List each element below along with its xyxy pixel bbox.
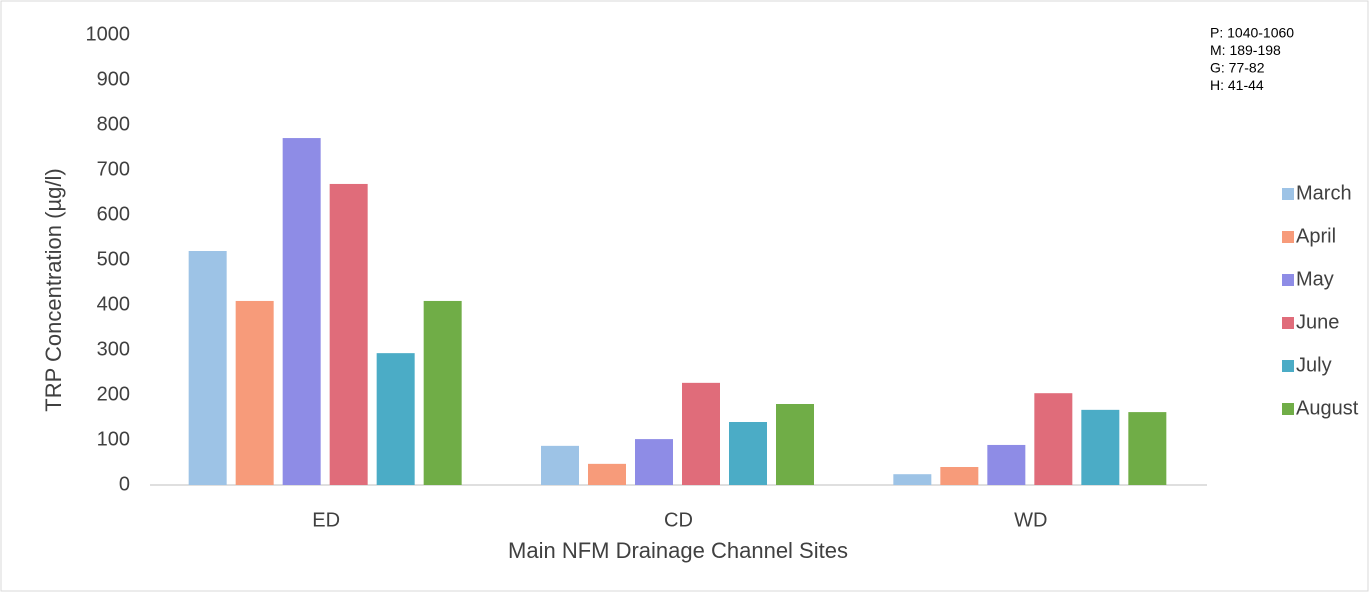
bar [376,353,415,485]
bar [1128,412,1167,485]
legend-label: March [1296,182,1352,204]
bar [635,439,673,485]
legend-swatch [1282,188,1294,200]
legend-swatch [1282,403,1294,415]
bar [1034,393,1073,485]
annotation: H: 41-44 [1210,77,1264,93]
bar [282,138,321,486]
bar [235,300,274,485]
y-tick-label: 100 [97,428,130,450]
bar [987,444,1026,485]
y-tick-label: 600 [97,203,130,225]
bar [1081,409,1120,485]
bar [940,467,979,485]
legend-label: May [1296,268,1334,290]
legend-label: July [1296,354,1332,376]
annotation: M: 189-198 [1210,42,1281,58]
y-tick-label: 900 [97,68,130,90]
bar [423,300,462,485]
x-axis-title: Main NFM Drainage Channel Sites [508,538,848,563]
y-tick-label: 800 [97,113,130,135]
bar [588,463,626,485]
bar [329,183,368,485]
bar [541,445,579,485]
legend-swatch [1282,360,1294,372]
bar [893,474,932,485]
bar [776,404,814,485]
y-axis-title: TRP Concentration (µg/l) [41,168,66,411]
bar [188,251,227,485]
y-tick-label: 400 [97,293,130,315]
bar [729,422,767,485]
legend-label: August [1296,397,1359,419]
annotation: G: 77-82 [1210,60,1265,76]
legend-label: June [1296,311,1339,333]
annotation: P: 1040-1060 [1210,25,1294,41]
x-tick-label: CD [664,509,693,531]
x-tick-label: WD [1014,509,1047,531]
bar [682,382,720,485]
y-tick-label: 200 [97,383,130,405]
x-tick-label: ED [312,509,340,531]
y-tick-label: 0 [119,473,130,495]
legend-label: April [1296,225,1336,247]
legend-swatch [1282,317,1294,329]
y-tick-label: 500 [97,248,130,270]
y-tick-label: 1000 [86,23,131,45]
legend-swatch [1282,231,1294,243]
y-tick-label: 300 [97,338,130,360]
y-tick-label: 700 [97,158,130,180]
legend-swatch [1282,274,1294,286]
